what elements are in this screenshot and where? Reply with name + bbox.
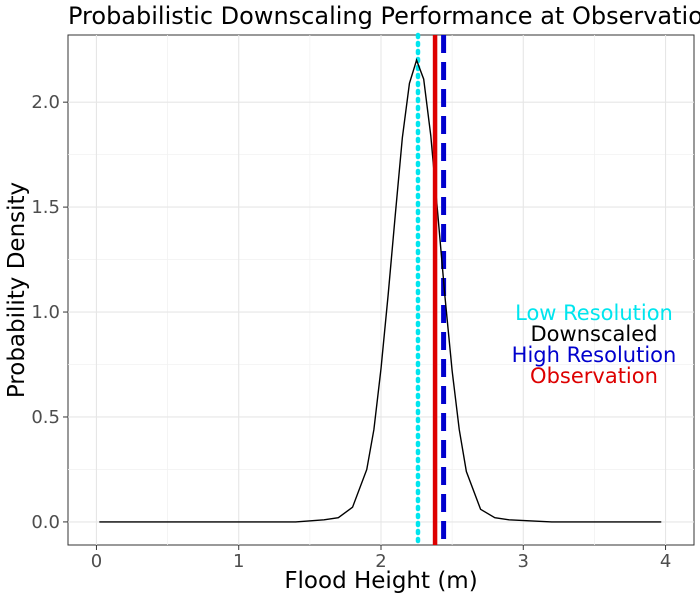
- x-tick-label: 0: [91, 551, 102, 572]
- x-tick-label: 1: [233, 551, 244, 572]
- legend-label-downscaled: Downscaled: [531, 322, 658, 346]
- y-axis-title: Probability Density: [4, 182, 30, 398]
- legend-label-observation: Observation: [530, 364, 658, 388]
- x-axis-ticks: 0 1 2 3 4: [91, 545, 671, 572]
- chart-title: Probabilistic Downscaling Performance at…: [68, 2, 700, 30]
- y-axis-ticks: 0.0 0.5 1.0 1.5 2.0: [31, 92, 68, 533]
- y-tick-label: 0.5: [31, 407, 60, 428]
- x-tick-label: 3: [518, 551, 529, 572]
- reference-lines-group: [415, 32, 447, 548]
- downscaled-density-curve: [99, 58, 662, 523]
- y-tick-label: 1.0: [31, 302, 60, 323]
- x-axis-title: Flood Height (m): [284, 568, 477, 594]
- x-tick-label: 2: [375, 551, 386, 572]
- y-tick-label: 2.0: [31, 92, 60, 113]
- legend-label-low-resolution: Low Resolution: [515, 301, 673, 325]
- x-tick-label: 4: [660, 551, 671, 572]
- y-tick-label: 0.0: [31, 512, 60, 533]
- y-tick-label: 1.5: [31, 197, 60, 218]
- legend-label-high-resolution: High Resolution: [512, 343, 677, 367]
